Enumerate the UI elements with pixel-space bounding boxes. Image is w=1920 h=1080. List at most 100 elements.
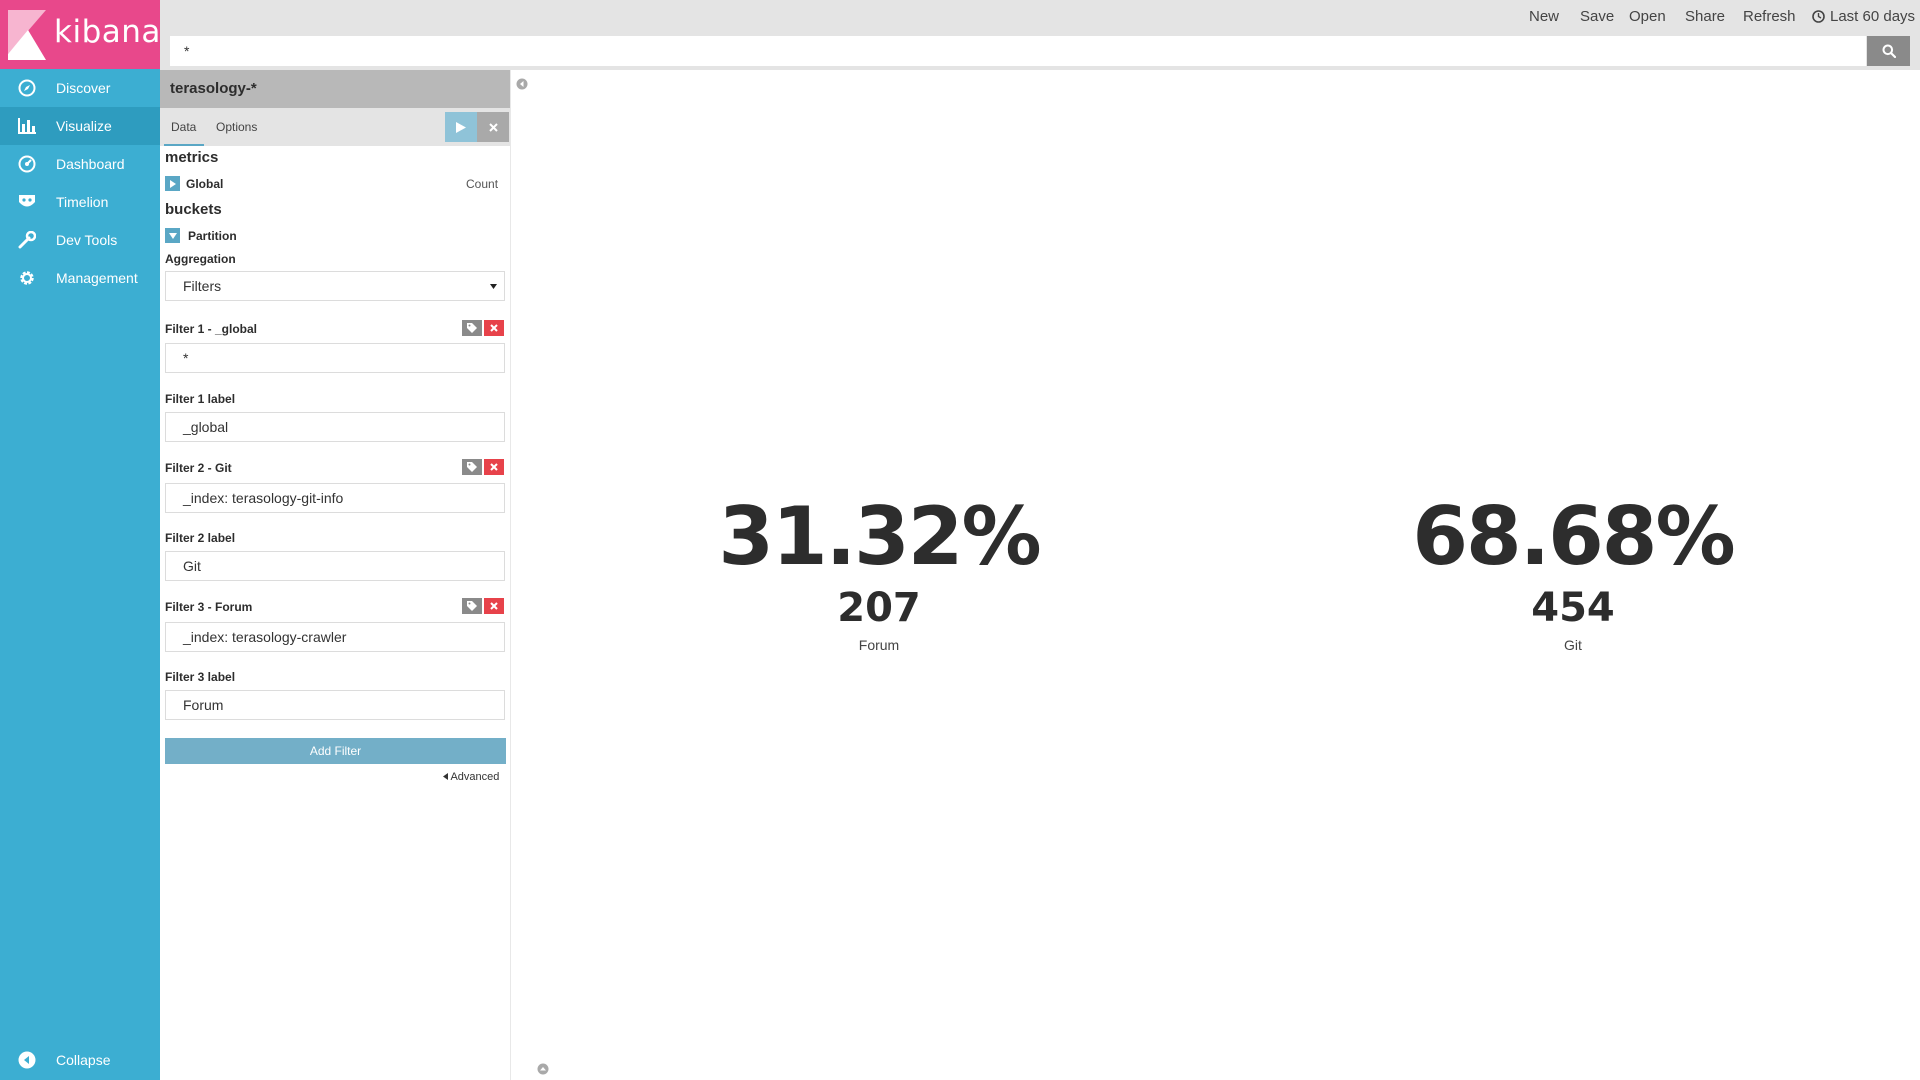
filter-2-remove-button[interactable]: [484, 459, 504, 475]
side-nav: kibana Discover Visualize Dashboard Time…: [0, 0, 160, 1080]
index-pattern-header: terasology-*: [160, 70, 510, 108]
metric-percent: 68.68%: [1412, 490, 1735, 583]
nav-label: Management: [56, 270, 138, 286]
metric-percent: 31.32%: [718, 490, 1041, 583]
refresh-button[interactable]: Refresh: [1743, 8, 1796, 25]
editor-tabs: Data Options: [160, 108, 510, 146]
spy-panel-toggle-icon[interactable]: [537, 1063, 549, 1075]
close-icon: [488, 122, 498, 132]
close-icon: [490, 324, 498, 332]
query-bar: [160, 34, 1920, 70]
filter-3-title: Filter 3 - Forum: [165, 600, 253, 614]
metric-count: 207: [837, 585, 921, 631]
bucket-agg-label: Partition: [188, 229, 237, 243]
apply-changes-button[interactable]: [445, 112, 477, 142]
sidebar-collapse-icon[interactable]: [516, 78, 528, 90]
metric-count: 454: [1531, 585, 1615, 631]
filter-1-remove-button[interactable]: [484, 320, 504, 336]
active-tab-indicator: [164, 144, 204, 146]
nav-item-management[interactable]: Management: [0, 259, 160, 297]
filter-3-label-toggle-button[interactable]: [462, 598, 482, 614]
search-button[interactable]: [1867, 36, 1910, 66]
metric-agg-label: Global: [186, 177, 224, 191]
filter-2-label-toggle-button[interactable]: [462, 459, 482, 475]
chevron-down-icon: [490, 284, 497, 289]
metric-forum: 31.32% 207 Forum: [669, 490, 1089, 653]
filter-1-title: Filter 1 - _global: [165, 322, 258, 336]
filter-2-label-input[interactable]: Git: [165, 551, 505, 581]
metric-expand-toggle[interactable]: [165, 176, 180, 191]
tag-icon: [467, 323, 477, 333]
filter-1-label-title: Filter 1 label: [165, 392, 236, 406]
timepicker-button[interactable]: Last 60 days: [1812, 8, 1915, 25]
collapse-arrow-icon: [16, 1049, 38, 1071]
share-button[interactable]: Share: [1685, 8, 1726, 25]
aggregation-select-value: Filters: [183, 278, 222, 294]
filter-3-label-input[interactable]: Forum: [165, 690, 505, 720]
tab-options[interactable]: Options: [216, 120, 258, 134]
add-filter-button[interactable]: Add Filter: [165, 738, 506, 764]
open-button[interactable]: Open: [1629, 8, 1666, 25]
aggregation-select[interactable]: Filters: [165, 271, 505, 301]
metric-git: 68.68% 454 Git: [1363, 490, 1783, 653]
tab-data[interactable]: Data: [171, 120, 197, 134]
dashboard-gauge-icon: [16, 153, 38, 175]
tag-icon: [467, 601, 477, 611]
index-pattern-name: terasology-*: [170, 80, 257, 97]
nav-collapse-button[interactable]: Collapse: [0, 1041, 160, 1079]
timelion-mask-icon: [16, 191, 38, 213]
caret-left-icon: [443, 773, 448, 780]
advanced-label: Advanced: [450, 771, 500, 783]
filter-3-label-title: Filter 3 label: [165, 670, 236, 684]
caret-right-icon: [169, 179, 176, 188]
filter-2-label-title: Filter 2 label: [165, 531, 236, 545]
buckets-section-title: buckets: [165, 201, 222, 218]
filter-3-remove-button[interactable]: [484, 598, 504, 614]
metric-label: Forum: [858, 637, 900, 653]
filter-2-title: Filter 2 - Git: [165, 461, 232, 475]
metric-label: Git: [1564, 637, 1582, 653]
nav-item-discover[interactable]: Discover: [0, 69, 160, 107]
close-icon: [490, 602, 498, 610]
gear-icon: [16, 267, 38, 289]
nav-label: Timelion: [56, 194, 109, 210]
search-icon: [1882, 44, 1896, 58]
nav-item-dev-tools[interactable]: Dev Tools: [0, 221, 160, 259]
aggregation-label: Aggregation: [165, 252, 236, 266]
nav-label: Collapse: [56, 1052, 111, 1068]
advanced-toggle-link[interactable]: Advanced: [443, 771, 499, 783]
top-menu-bar: New Save Open Share Refresh Last 60 days: [160, 0, 1920, 34]
discard-changes-button[interactable]: [477, 112, 509, 142]
vis-editor-sidebar: terasology-* Data Options metrics Global…: [160, 70, 511, 1080]
nav-label: Discover: [56, 80, 111, 96]
caret-down-icon: [168, 232, 177, 239]
compass-icon: [16, 77, 38, 99]
nav-label: Dev Tools: [56, 232, 118, 248]
bar-chart-icon: [16, 115, 38, 137]
filter-1-label-toggle-button[interactable]: [462, 320, 482, 336]
wrench-icon: [16, 229, 38, 251]
filter-3-query-input[interactable]: _index: terasology-crawler: [165, 622, 505, 652]
brand-name: kibana: [54, 14, 161, 50]
nav-item-visualize[interactable]: Visualize: [0, 107, 160, 145]
timepicker-label: Last 60 days: [1830, 8, 1916, 25]
filter-2-query-input[interactable]: _index: terasology-git-info: [165, 483, 505, 513]
nav-label: Dashboard: [56, 156, 125, 172]
kibana-logo[interactable]: kibana: [0, 0, 160, 69]
save-button[interactable]: Save: [1580, 8, 1615, 25]
search-input[interactable]: [170, 36, 1866, 66]
tag-icon: [467, 462, 477, 472]
metric-agg-value: Count: [466, 177, 499, 191]
nav-label: Visualize: [56, 118, 112, 134]
bucket-collapse-toggle[interactable]: [165, 228, 180, 243]
filter-1-query-input[interactable]: *: [165, 343, 505, 373]
clock-icon: [1812, 10, 1825, 23]
kibana-logo-icon: [8, 10, 46, 60]
nav-item-dashboard[interactable]: Dashboard: [0, 145, 160, 183]
play-icon: [456, 121, 466, 133]
metrics-section-title: metrics: [165, 149, 219, 166]
new-button[interactable]: New: [1529, 8, 1560, 25]
filter-1-label-input[interactable]: _global: [165, 412, 505, 442]
close-icon: [490, 463, 498, 471]
nav-item-timelion[interactable]: Timelion: [0, 183, 160, 221]
